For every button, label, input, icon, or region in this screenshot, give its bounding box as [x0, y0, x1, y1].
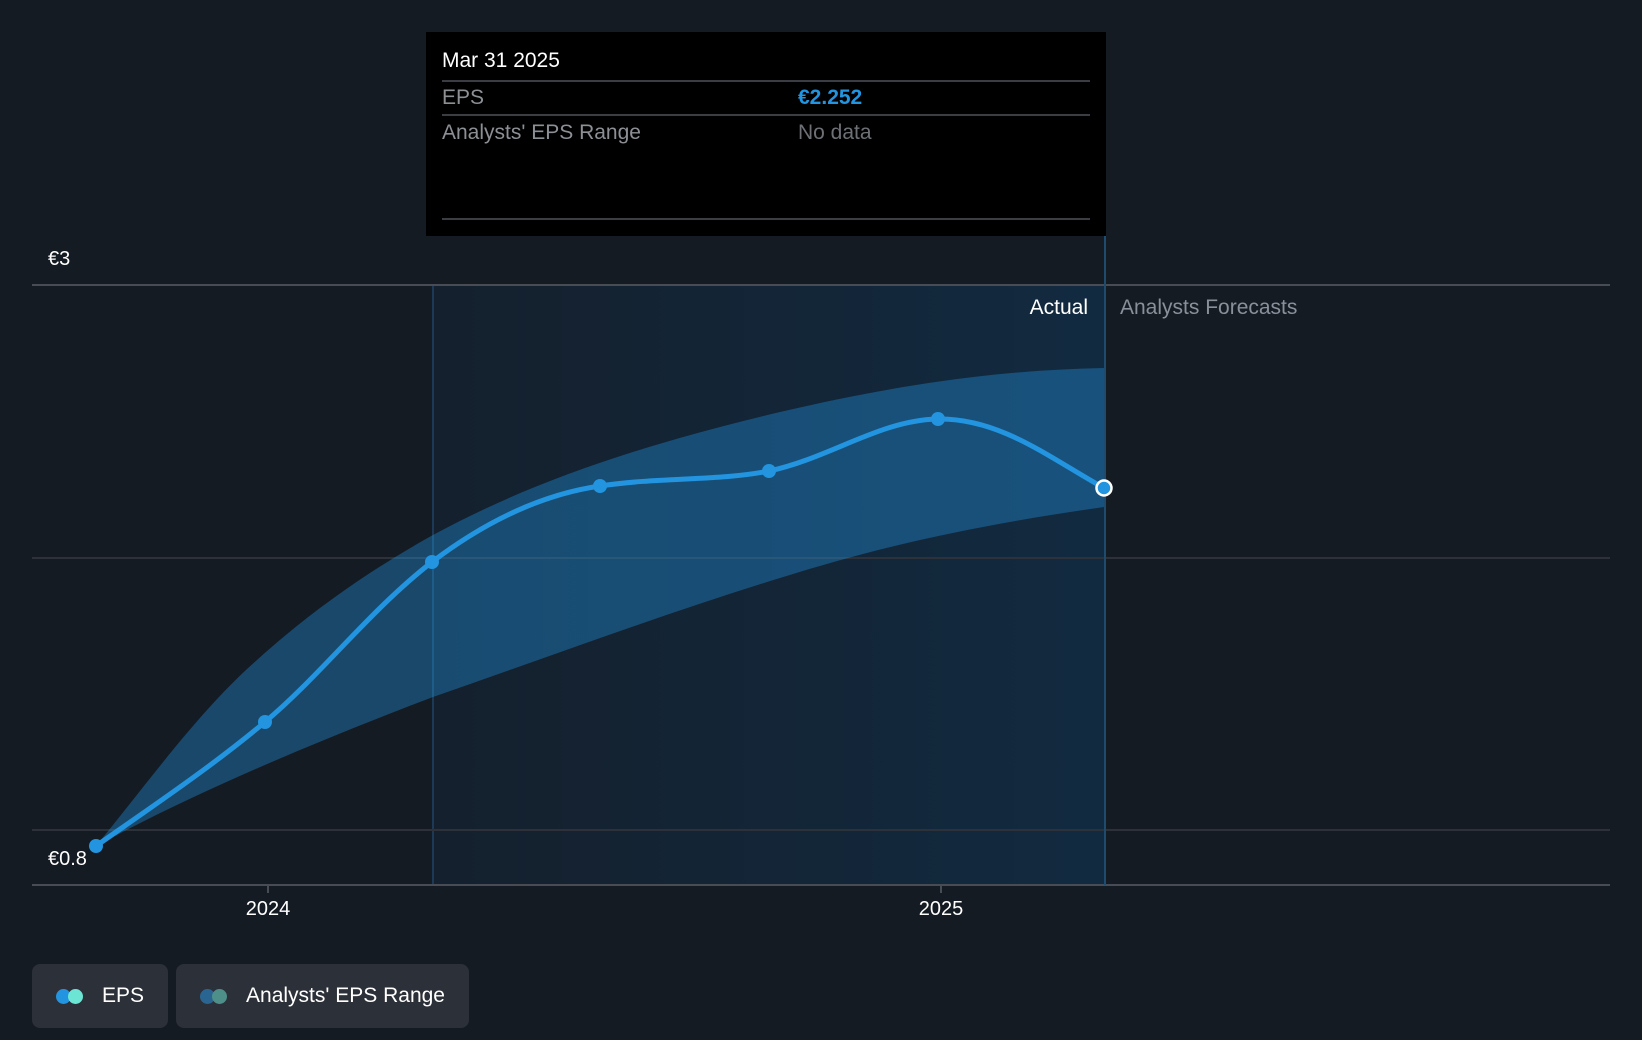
eps-point-hovered[interactable]	[1095, 479, 1113, 497]
legend-item-analysts-range[interactable]: Analysts' EPS Range	[176, 964, 469, 1028]
eps-point[interactable]	[593, 479, 607, 493]
tooltip-eps-value: €2.252	[798, 86, 863, 109]
hover-tooltip: Mar 31 2025 EPS €2.252 Analysts' EPS Ran…	[426, 32, 1106, 236]
eps-point[interactable]	[425, 555, 439, 569]
tooltip-row-eps: EPS €2.252	[442, 82, 1090, 116]
tooltip-date: Mar 31 2025	[442, 32, 1090, 82]
analysts-eps-range-band	[96, 368, 1104, 846]
y-axis-label-top: €3	[48, 248, 71, 270]
tooltip-row-range: Analysts' EPS Range No data	[442, 116, 1090, 150]
tooltip-divider	[442, 218, 1090, 220]
actual-region-label: Actual	[1029, 296, 1088, 319]
tooltip-range-value: No data	[798, 121, 872, 144]
chart-legend: EPS Analysts' EPS Range	[32, 964, 469, 1028]
legend-label-eps: EPS	[102, 984, 145, 1007]
eps-point[interactable]	[762, 464, 776, 478]
eps-legend-icon	[56, 988, 86, 1004]
forecast-region-label: Analysts Forecasts	[1120, 296, 1298, 319]
y-axis-label-bottom: €0.8	[48, 848, 87, 870]
legend-label-analysts-range: Analysts' EPS Range	[246, 984, 445, 1007]
tooltip-range-label: Analysts' EPS Range	[442, 121, 641, 144]
range-legend-icon	[200, 988, 230, 1004]
actual-highlight-region	[433, 285, 1105, 885]
x-axis-label-2024: 2024	[245, 898, 291, 920]
eps-point[interactable]	[89, 839, 103, 853]
eps-point[interactable]	[258, 715, 272, 729]
tooltip-eps-label: EPS	[442, 86, 485, 109]
x-axis-label-2025: 2025	[918, 898, 964, 920]
legend-item-eps[interactable]: EPS	[32, 964, 169, 1028]
eps-point[interactable]	[931, 412, 945, 426]
